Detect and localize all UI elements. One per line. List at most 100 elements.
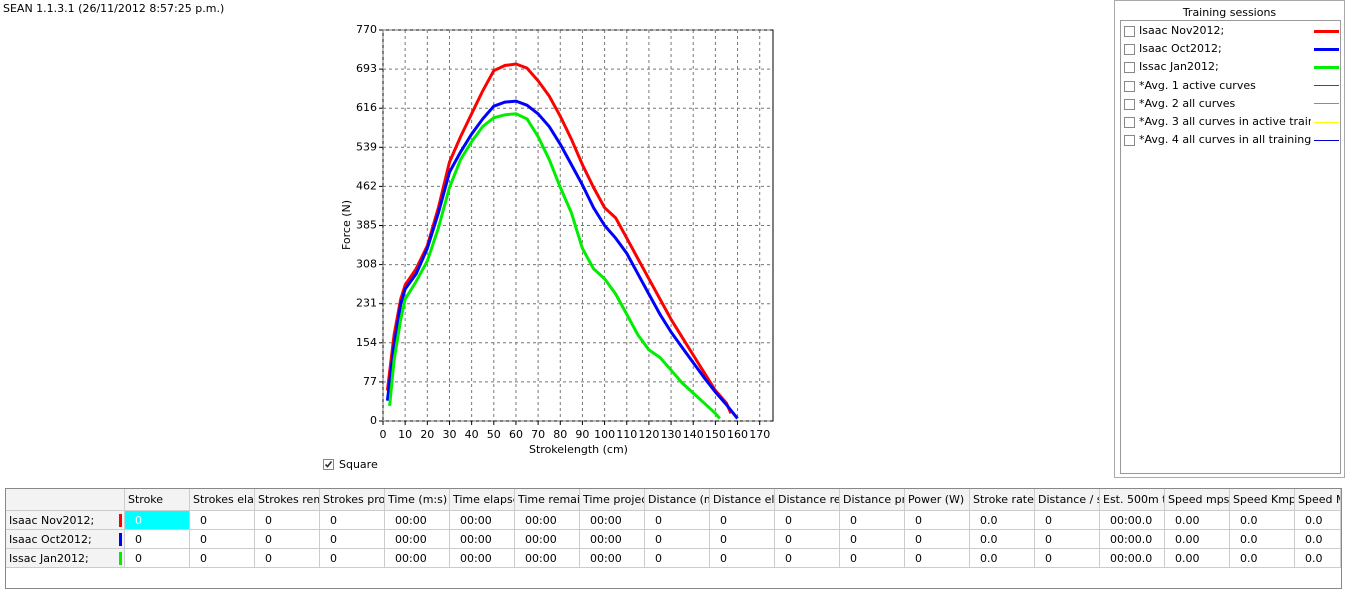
square-checkbox[interactable] bbox=[323, 459, 334, 470]
header-cell: Time remai bbox=[515, 489, 580, 511]
grid-cell: 0 bbox=[1035, 530, 1100, 549]
grid-cell: 0 bbox=[320, 549, 385, 568]
legend-swatch bbox=[1314, 47, 1339, 51]
x-tick-label: 70 bbox=[531, 428, 545, 441]
grid-cell: 00:00 bbox=[580, 549, 645, 568]
x-tick-label: 40 bbox=[465, 428, 479, 441]
legend-checkbox[interactable] bbox=[1124, 135, 1135, 147]
row-header: Isaac Nov2012; bbox=[6, 511, 125, 530]
grid-cell: 00:00 bbox=[385, 549, 450, 568]
square-label: Square bbox=[339, 458, 378, 471]
x-tick-label: 60 bbox=[509, 428, 523, 441]
y-tick-label: 154 bbox=[356, 336, 377, 349]
legend-swatch bbox=[1314, 65, 1339, 69]
grid-cell: 00:00.0 bbox=[1100, 511, 1165, 530]
y-tick-label: 616 bbox=[356, 101, 377, 114]
legend-checkbox[interactable] bbox=[1124, 26, 1135, 37]
grid-cell: 0.0 bbox=[1295, 530, 1341, 549]
grid-cell: 00:00 bbox=[450, 530, 515, 549]
app-title: SEAN 1.1.3.1 (26/11/2012 8:57:25 p.m.) bbox=[3, 2, 225, 15]
y-tick-label: 462 bbox=[356, 179, 377, 192]
grid-cell: 0.0 bbox=[1230, 530, 1295, 549]
grid-cell: 0 bbox=[840, 530, 905, 549]
grid-cell: 00:00 bbox=[385, 511, 450, 530]
grid-cell: 0 bbox=[645, 530, 710, 549]
header-cell: Strokes rem bbox=[255, 489, 320, 511]
grid-cell: 0.0 bbox=[970, 530, 1035, 549]
grid-cell: 0 bbox=[645, 511, 710, 530]
grid-cell: 00:00 bbox=[450, 511, 515, 530]
x-tick-label: 110 bbox=[616, 428, 637, 441]
legend-checkbox[interactable] bbox=[1124, 117, 1135, 128]
grid-cell: 0 bbox=[125, 511, 190, 530]
header-cell: Distance (m bbox=[645, 489, 710, 511]
grid-cell: 0.00 bbox=[1165, 511, 1230, 530]
grid-cell: 00:00 bbox=[385, 530, 450, 549]
header-cell: Strokes elap bbox=[190, 489, 255, 511]
y-tick-label: 231 bbox=[356, 297, 377, 310]
grid-cell: 0 bbox=[125, 530, 190, 549]
legend-swatch bbox=[1314, 139, 1339, 141]
legend-checkbox[interactable] bbox=[1124, 80, 1135, 92]
legend-checkbox[interactable] bbox=[1124, 44, 1135, 56]
x-tick-label: 0 bbox=[380, 428, 387, 441]
header-cell: Power (W) bbox=[905, 489, 970, 511]
y-tick-label: 770 bbox=[356, 23, 377, 36]
legend-title: Training sessions bbox=[1182, 6, 1277, 19]
header-cell: Stroke rate ( bbox=[970, 489, 1035, 511]
series-line bbox=[385, 99, 739, 420]
series-line bbox=[388, 112, 721, 420]
grid-cell: 0 bbox=[840, 511, 905, 530]
y-tick-label: 77 bbox=[363, 375, 377, 388]
grid-cell: 00:00 bbox=[515, 530, 580, 549]
legend-panel bbox=[1114, 0, 1345, 478]
data-grid bbox=[5, 488, 1342, 589]
grid-cell: 0 bbox=[905, 549, 970, 568]
header-cell: Distance pro bbox=[840, 489, 905, 511]
header-cell: Time elapse bbox=[450, 489, 515, 511]
grid-cell: 0.00 bbox=[1165, 530, 1230, 549]
grid-cell: 0 bbox=[320, 530, 385, 549]
x-tick-label: 80 bbox=[553, 428, 567, 441]
grid-cell: 00:00.0 bbox=[1100, 549, 1165, 568]
y-tick-label: 693 bbox=[356, 62, 377, 75]
header-cell bbox=[6, 489, 125, 511]
legend-checkbox[interactable] bbox=[1124, 62, 1135, 74]
grid-cell: 0 bbox=[255, 549, 320, 568]
grid-cell: 00:00 bbox=[450, 549, 515, 568]
legend-label: Issac Jan2012; bbox=[1139, 60, 1219, 74]
x-tick-label: 30 bbox=[442, 428, 456, 441]
legend-list bbox=[1120, 20, 1341, 474]
legend-label: *Avg. 2 all curves bbox=[1139, 96, 1236, 110]
grid-cell: 0 bbox=[645, 549, 710, 568]
legend-label: *Avg. 1 active curves bbox=[1139, 78, 1256, 92]
grid-cell: 0.0 bbox=[1295, 511, 1341, 530]
grid-cell: 0.0 bbox=[970, 511, 1035, 530]
row-color bbox=[119, 514, 122, 527]
header-cell: Time projec bbox=[580, 489, 645, 511]
grid-cell: 0 bbox=[775, 530, 840, 549]
legend-label: Isaac Oct2012; bbox=[1139, 42, 1222, 56]
x-tick-label: 100 bbox=[594, 428, 615, 441]
grid-cell: 0 bbox=[710, 530, 775, 549]
header-cell: Time (m:s) bbox=[385, 489, 450, 511]
grid-cell: 0 bbox=[905, 511, 970, 530]
header-cell: Speed mps bbox=[1165, 489, 1230, 511]
x-tick-label: 50 bbox=[487, 428, 501, 441]
grid-cell: 00:00.0 bbox=[1100, 530, 1165, 549]
legend-label: *Avg. 4 all curves in all trainings bbox=[1139, 133, 1311, 147]
grid-cell: 0 bbox=[775, 549, 840, 568]
grid-cell: 0 bbox=[190, 511, 255, 530]
grid-cell: 0 bbox=[320, 511, 385, 530]
legend-checkbox[interactable] bbox=[1124, 98, 1135, 110]
grid-cell: 0.0 bbox=[970, 549, 1035, 568]
y-tick-label: 385 bbox=[356, 219, 377, 232]
row-header: Issac Jan2012; bbox=[6, 549, 125, 568]
legend-swatch bbox=[1314, 121, 1339, 123]
legend-swatch bbox=[1314, 103, 1339, 105]
grid-cell: 0 bbox=[1035, 549, 1100, 568]
grid-cell: 00:00 bbox=[580, 511, 645, 530]
grid-cell: 0 bbox=[190, 549, 255, 568]
grid-cell: 0.0 bbox=[1230, 511, 1295, 530]
